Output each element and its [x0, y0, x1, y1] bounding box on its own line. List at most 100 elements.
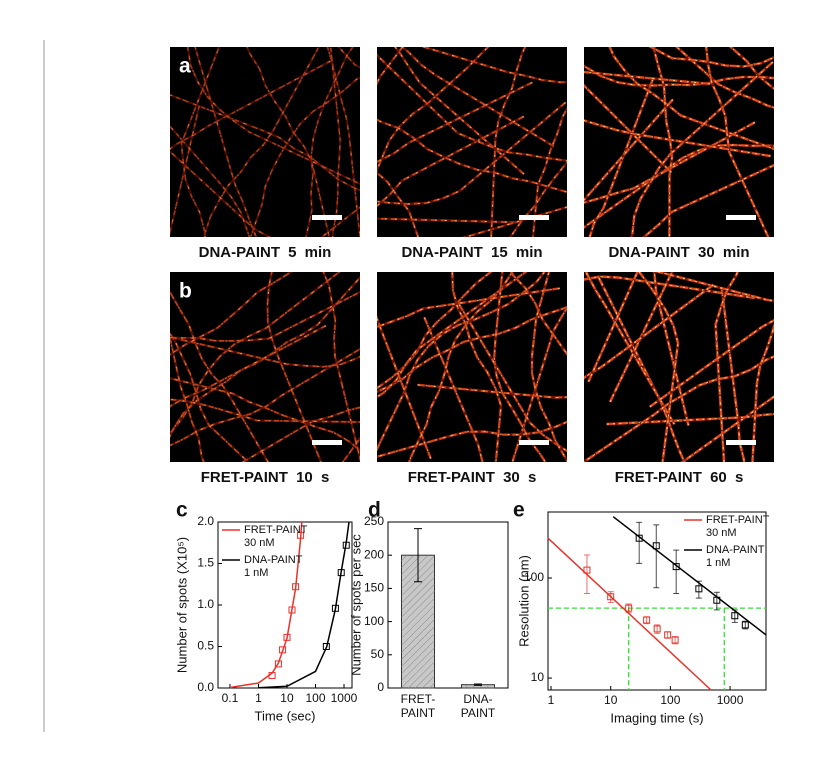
filament-bright: [170, 377, 360, 452]
fit-line: [547, 537, 712, 691]
x-tick-label: 10: [280, 691, 294, 705]
filament: [377, 115, 525, 208]
marker: [331, 604, 339, 612]
y-axis-title: Number of spots (X10⁵): [174, 537, 189, 673]
filament-bright: [653, 47, 674, 237]
filament: [170, 124, 251, 237]
x-tick-label: 10: [604, 693, 618, 707]
filament-bright: [170, 332, 250, 462]
filament-bright: [588, 78, 654, 237]
filament-bright: [642, 164, 774, 237]
y-tick-label: 2.0: [197, 514, 214, 528]
marker: [652, 542, 660, 550]
filament-spot: [584, 356, 774, 462]
micrograph: [377, 272, 567, 462]
marker: [274, 660, 282, 668]
scale-bar: [519, 440, 549, 445]
filament: [377, 171, 420, 237]
filament: [326, 47, 360, 237]
y-tick-label: 0: [377, 680, 384, 694]
legend-label: DNA-PAINT: [706, 544, 765, 556]
filament: [531, 106, 567, 237]
filament-bright: [170, 348, 360, 447]
filament-bright: [608, 47, 774, 151]
filament: [377, 53, 567, 162]
x-tick-label: PAINT: [461, 706, 496, 720]
filament-spot: [493, 272, 546, 462]
filament: [458, 303, 567, 453]
micrograph: [377, 47, 567, 237]
filament-bright: [322, 272, 360, 462]
filament-spot: [584, 121, 756, 204]
image-background: [584, 272, 774, 462]
x-tick-label: 1: [548, 693, 555, 707]
filament: [393, 47, 525, 176]
marker: [664, 631, 672, 639]
filament: [329, 47, 342, 237]
filament-bright: [377, 47, 490, 173]
marker: [583, 566, 591, 574]
marker: [292, 583, 300, 591]
filaments: [584, 272, 774, 462]
filament: [400, 47, 555, 148]
marker: [297, 531, 305, 539]
marker: [342, 541, 350, 549]
marker: [635, 534, 643, 542]
filament-spot: [721, 287, 745, 462]
image-caption: FRET-PAINT 60 s: [615, 469, 744, 486]
panel-label: e: [513, 499, 525, 522]
filament: [508, 160, 567, 237]
filaments: [377, 272, 567, 462]
filament-spot: [377, 272, 546, 451]
marker: [337, 569, 345, 577]
marker: [713, 596, 721, 604]
filament-bright: [170, 398, 360, 423]
legend-label: DNA-PAINT: [244, 554, 303, 566]
scale-bar: [312, 440, 342, 445]
y-axis-title: Number of spots per sec: [348, 534, 363, 676]
image-caption: DNA-PAINT 5 min: [199, 244, 332, 261]
filament-bright: [584, 119, 771, 158]
y-tick-label: 150: [364, 581, 384, 595]
y-tick-label: 10: [531, 670, 545, 684]
filament-spot: [638, 272, 679, 462]
plot-frame: [547, 511, 767, 691]
marker: [653, 625, 661, 633]
marker: [671, 636, 679, 644]
micrograph: [584, 47, 774, 237]
filament: [377, 101, 567, 206]
filament-spot: [715, 272, 739, 462]
filament: [377, 420, 567, 459]
filament-bright: [377, 118, 567, 193]
scale-bar: [519, 215, 549, 220]
filament-bright: [170, 291, 360, 342]
x-tick-label: 1000: [331, 691, 358, 705]
filament-bright: [305, 47, 354, 237]
filament-bright: [241, 406, 360, 462]
y-tick-label: 0.5: [197, 639, 214, 653]
filament-bright: [266, 272, 322, 462]
filament-bright: [246, 47, 330, 237]
x-tick-label: PAINT: [401, 706, 436, 720]
filament: [186, 47, 360, 185]
legend-note: 1 nM: [244, 567, 268, 579]
image-background: [377, 47, 567, 237]
filament: [420, 47, 567, 84]
panel-label: d: [368, 499, 381, 522]
y-tick-label: 1.5: [197, 556, 214, 570]
marker: [672, 563, 680, 571]
fit-line: [229, 521, 303, 689]
scale-bar: [312, 215, 342, 220]
scale-bar: [726, 215, 756, 220]
filament-bright: [249, 76, 360, 237]
filament: [170, 93, 360, 192]
y-tick-label: 100: [524, 570, 544, 584]
y-tick-label: 0.0: [197, 680, 214, 694]
filament: [180, 47, 221, 237]
x-tick-label: DNA-: [463, 692, 492, 706]
filaments: [377, 47, 567, 237]
filament-bright: [170, 276, 360, 439]
filament-bright: [729, 47, 774, 90]
filament-spot: [451, 272, 502, 462]
filament-bright: [584, 64, 774, 87]
